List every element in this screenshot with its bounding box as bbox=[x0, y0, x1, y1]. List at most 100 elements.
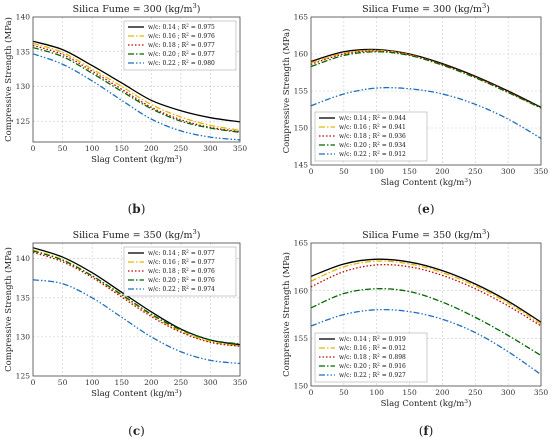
x-tick-label: 350 bbox=[534, 388, 549, 397]
series-line-3 bbox=[310, 288, 542, 357]
y-axis-label: Compressive Strength (MPa) bbox=[3, 17, 14, 142]
chart-title: Silica Fume = 300 (kg/m3) bbox=[73, 2, 201, 15]
y-tick-label: 145 bbox=[294, 161, 309, 170]
chart-panel-0: 0 50 100 150 200 250 300 350 125 130 135 140 Silica … bbox=[3, 2, 247, 216]
legend-entry-0: w/c: 0.14 ; R2 = 0.944 bbox=[339, 114, 406, 123]
series-line-0 bbox=[310, 258, 542, 323]
y-tick-label: 160 bbox=[294, 286, 309, 295]
x-tick-label: 50 bbox=[58, 144, 68, 153]
legend-entry-3: w/c: 0.20 ; R2 = 0.977 bbox=[148, 50, 215, 59]
x-tick-label: 350 bbox=[233, 378, 248, 387]
series-line-0 bbox=[310, 48, 542, 108]
y-tick-label: 130 bbox=[16, 332, 31, 341]
panel-label: (b) bbox=[128, 202, 146, 216]
x-tick-label: 200 bbox=[144, 144, 159, 153]
legend-entry-2: w/c: 0.18 ; R2 = 0.936 bbox=[339, 132, 406, 141]
x-tick-label: 0 bbox=[31, 378, 36, 387]
plot-frame bbox=[32, 16, 241, 143]
y-tick-label: 150 bbox=[294, 382, 309, 391]
y-tick-label: 165 bbox=[294, 239, 309, 248]
chart-title: Silica Fume = 350 (kg/m3) bbox=[73, 228, 201, 241]
series-line-4 bbox=[32, 53, 241, 141]
series-line-3 bbox=[32, 250, 241, 345]
series-line-3 bbox=[32, 46, 241, 133]
y-axis-label: Compressive Strength (MPa) bbox=[3, 247, 14, 372]
panel-label: (f) bbox=[419, 424, 434, 438]
x-tick-label: 100 bbox=[370, 167, 385, 176]
legend-entry-0: w/c: 0.14 ; R2 = 0.919 bbox=[339, 335, 406, 344]
x-tick-label: 200 bbox=[144, 378, 159, 387]
y-tick-label: 140 bbox=[16, 13, 31, 22]
y-tick-label: 165 bbox=[294, 13, 309, 22]
chart-panel-1: 0 50 100 150 200 250 300 350 145 150 155 160 165 Sili… bbox=[281, 2, 548, 216]
plot-frame bbox=[310, 16, 542, 166]
x-tick-label: 150 bbox=[402, 167, 417, 176]
x-tick-label: 250 bbox=[174, 144, 189, 153]
series-line-1 bbox=[32, 249, 241, 347]
x-tick-label: 300 bbox=[501, 167, 516, 176]
series-line-4 bbox=[310, 86, 542, 139]
x-tick-label: 0 bbox=[309, 388, 314, 397]
legend-entry-3: w/c: 0.20 ; R2 = 0.934 bbox=[339, 141, 406, 150]
y-tick-label: 155 bbox=[294, 87, 309, 96]
x-tick-label: 50 bbox=[58, 378, 68, 387]
series-line-1 bbox=[310, 260, 542, 325]
x-tick-label: 200 bbox=[435, 167, 450, 176]
legend-entry-2: w/c: 0.18 ; R2 = 0.976 bbox=[148, 267, 215, 276]
panel-label: (c) bbox=[128, 424, 145, 438]
series-line-4 bbox=[310, 308, 542, 376]
series-line-1 bbox=[310, 49, 542, 109]
series-line-0 bbox=[32, 40, 241, 123]
y-tick-label: 155 bbox=[294, 334, 309, 343]
x-tick-label: 100 bbox=[85, 378, 100, 387]
chart-panel-2: 0 50 100 150 200 250 300 350 125 130 135 140 Silica … bbox=[3, 228, 247, 438]
y-tick-label: 125 bbox=[16, 372, 31, 381]
x-tick-label: 250 bbox=[468, 167, 483, 176]
y-tick-label: 125 bbox=[16, 117, 31, 126]
x-tick-label: 250 bbox=[468, 388, 483, 397]
chart-panel-3: 0 50 100 150 200 250 300 350 150 155 160 165 Silica … bbox=[281, 228, 548, 438]
x-tick-label: 200 bbox=[435, 388, 450, 397]
panel-label: (e) bbox=[417, 202, 434, 216]
legend-entry-1: w/c: 0.16 ; R2 = 0.941 bbox=[339, 123, 406, 132]
legend-entry-1: w/c: 0.16 ; R2 = 0.977 bbox=[148, 258, 215, 267]
legend-entry-1: w/c: 0.16 ; R2 = 0.976 bbox=[148, 32, 215, 41]
series-line-2 bbox=[310, 50, 542, 109]
x-tick-label: 350 bbox=[233, 144, 248, 153]
x-axis-label: Slag Content (kg/m3) bbox=[381, 177, 472, 189]
x-tick-label: 150 bbox=[115, 378, 130, 387]
legend-entry-4: w/c: 0.22 ; R2 = 0.912 bbox=[339, 150, 406, 159]
series-line-1 bbox=[32, 42, 241, 131]
legend-entry-4: w/c: 0.22 ; R2 = 0.927 bbox=[339, 371, 406, 380]
x-tick-label: 100 bbox=[370, 388, 385, 397]
x-tick-label: 0 bbox=[309, 167, 314, 176]
plot-frame bbox=[32, 242, 241, 377]
legend-entry-4: w/c: 0.22 ; R2 = 0.974 bbox=[148, 285, 215, 294]
x-tick-label: 150 bbox=[402, 388, 417, 397]
x-tick-label: 300 bbox=[203, 378, 218, 387]
x-tick-label: 250 bbox=[174, 378, 189, 387]
y-tick-label: 135 bbox=[16, 47, 31, 56]
x-axis-label: Slag Content (kg/m3) bbox=[381, 398, 472, 410]
x-tick-label: 50 bbox=[339, 388, 349, 397]
legend-entry-0: w/c: 0.14 ; R2 = 0.977 bbox=[148, 249, 215, 258]
legend-entry-4: w/c: 0.22 ; R2 = 0.980 bbox=[148, 59, 215, 68]
y-tick-label: 140 bbox=[16, 254, 31, 263]
y-axis-label: Compressive Strength (MPa) bbox=[281, 29, 292, 154]
y-axis-label: Compressive Strength (MPa) bbox=[281, 252, 292, 377]
y-tick-label: 150 bbox=[294, 124, 309, 133]
chart-title: Silica Fume = 350 (kg/m3) bbox=[362, 228, 490, 241]
y-tick-label: 130 bbox=[16, 82, 31, 91]
chart-title: Silica Fume = 300 (kg/m3) bbox=[362, 2, 490, 15]
series-line-2 bbox=[310, 263, 542, 327]
plot-frame bbox=[310, 242, 542, 387]
legend-entry-0: w/c: 0.14 ; R2 = 0.975 bbox=[148, 23, 215, 32]
x-tick-label: 50 bbox=[339, 167, 349, 176]
legend-entry-1: w/c: 0.16 ; R2 = 0.912 bbox=[339, 344, 406, 353]
x-tick-label: 300 bbox=[501, 388, 516, 397]
x-tick-label: 300 bbox=[203, 144, 218, 153]
